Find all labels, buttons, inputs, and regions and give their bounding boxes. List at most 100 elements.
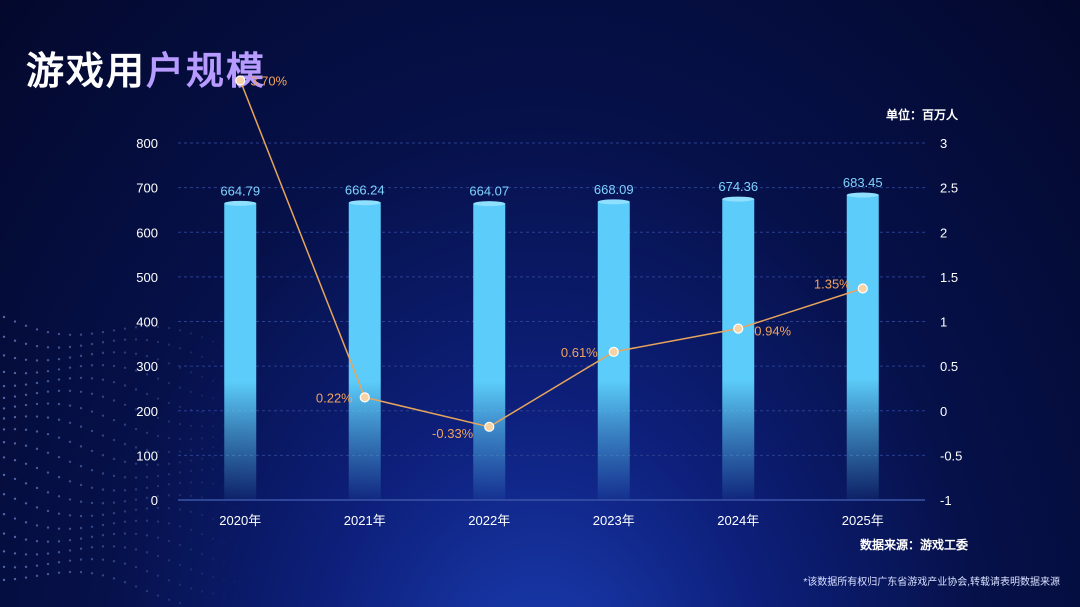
decor-dot xyxy=(156,495,160,498)
decor-dot xyxy=(24,553,28,556)
decor-dot xyxy=(46,358,50,362)
decor-dot xyxy=(156,463,160,466)
decor-dot xyxy=(57,475,61,479)
right-tick-label: 2.5 xyxy=(940,181,958,196)
decor-dot xyxy=(189,481,193,484)
decor-dot xyxy=(35,447,39,451)
decor-dot xyxy=(167,381,171,385)
decor-dot xyxy=(211,412,215,415)
decor-dot xyxy=(178,422,182,426)
decor-dot xyxy=(101,363,105,367)
decor-dot xyxy=(90,557,94,561)
decor-dot xyxy=(178,437,182,441)
decor-dot xyxy=(178,508,182,511)
decor-dot xyxy=(178,366,182,369)
decor-dot xyxy=(68,421,72,425)
decor-dot xyxy=(101,395,105,398)
decor-dot xyxy=(2,407,6,410)
decor-dot xyxy=(79,483,83,487)
left-tick-label: 500 xyxy=(136,270,158,285)
decor-dot xyxy=(112,418,116,422)
decor-dot xyxy=(123,510,127,513)
decor-dot xyxy=(57,418,61,421)
decor-dot xyxy=(211,592,215,595)
right-tick-label: 3 xyxy=(940,136,947,151)
decor-dot xyxy=(145,373,149,376)
decor-dot xyxy=(134,532,138,536)
decor-dot xyxy=(90,332,94,335)
decor-dot xyxy=(35,344,39,348)
left-tick-label: 100 xyxy=(136,448,158,463)
decor-dot xyxy=(90,572,94,575)
growth-value-label: -0.33% xyxy=(432,426,474,441)
decor-dot xyxy=(112,351,116,354)
decor-dot xyxy=(167,473,171,476)
right-axis: -1 -0.5 0 0.5 1 1.5 2 2.5 3 xyxy=(940,136,962,508)
x-tick-label: 2021年 xyxy=(344,513,386,528)
decor-dot xyxy=(189,494,193,498)
decor-dot xyxy=(101,513,105,516)
decor-dot xyxy=(46,402,50,405)
decor-dot xyxy=(68,559,72,562)
decor-dot xyxy=(112,522,116,525)
decor-dot xyxy=(123,338,127,341)
decor-dot xyxy=(101,454,105,457)
decor-dot xyxy=(35,359,39,362)
page-title-accent: 户规模 xyxy=(146,49,267,93)
decor-dot xyxy=(189,548,193,551)
decor-dot xyxy=(145,519,149,522)
decor-dot xyxy=(57,561,61,564)
left-tick-label: 0 xyxy=(151,493,158,508)
decor-dot xyxy=(57,495,61,498)
decor-dot xyxy=(178,450,182,453)
decor-dot xyxy=(13,395,17,398)
decor-dot xyxy=(123,403,127,406)
x-tick-label: 2020年 xyxy=(219,513,261,528)
bar-series xyxy=(224,192,879,501)
left-tick-label: 700 xyxy=(136,181,158,196)
decor-dot xyxy=(57,455,61,459)
decor-dot xyxy=(112,474,116,478)
bar-top xyxy=(348,200,381,206)
decor-dot xyxy=(145,325,149,328)
decor-dot xyxy=(24,342,28,346)
decor-dot xyxy=(189,390,193,394)
decor-dot xyxy=(24,444,28,447)
decor-dot xyxy=(35,391,39,395)
decor-dot xyxy=(101,574,105,577)
left-tick-label: 300 xyxy=(136,359,158,374)
decor-dot xyxy=(112,339,116,342)
decor-dot xyxy=(167,579,171,582)
decor-dot xyxy=(13,566,17,569)
decor-dot xyxy=(24,565,28,569)
decor-dot xyxy=(123,489,127,492)
x-tick-label: 2024年 xyxy=(717,513,759,528)
decor-dot xyxy=(211,482,215,485)
decor-dot xyxy=(178,481,182,485)
decor-dot xyxy=(112,512,116,515)
decor-dot xyxy=(112,545,116,548)
decor-dot xyxy=(79,570,83,574)
decor-dot xyxy=(211,456,215,459)
decor-dot xyxy=(134,565,138,569)
decor-dot xyxy=(112,457,116,461)
page-title-main: 游戏用 xyxy=(26,49,147,93)
decor-dot xyxy=(101,545,105,548)
decor-dot xyxy=(24,482,28,485)
decor-dot xyxy=(35,415,39,418)
decor-dot xyxy=(79,425,83,428)
decor-dot xyxy=(24,576,28,579)
decor-dot xyxy=(145,392,149,396)
decor-dot xyxy=(145,475,149,479)
decor-dot xyxy=(57,540,61,543)
bar xyxy=(224,203,257,500)
decor-dot xyxy=(167,436,171,440)
decor-dot xyxy=(2,512,6,516)
decor-dot xyxy=(134,476,138,479)
x-tick-label: 2023年 xyxy=(593,513,635,528)
decor-dot xyxy=(211,557,215,560)
growth-value-label: 3.70% xyxy=(250,74,287,89)
decor-dot xyxy=(211,468,215,471)
decor-dot xyxy=(2,456,6,459)
x-axis: 2020年 2021年 2022年 2023年 2024年 2025年 xyxy=(178,499,925,528)
